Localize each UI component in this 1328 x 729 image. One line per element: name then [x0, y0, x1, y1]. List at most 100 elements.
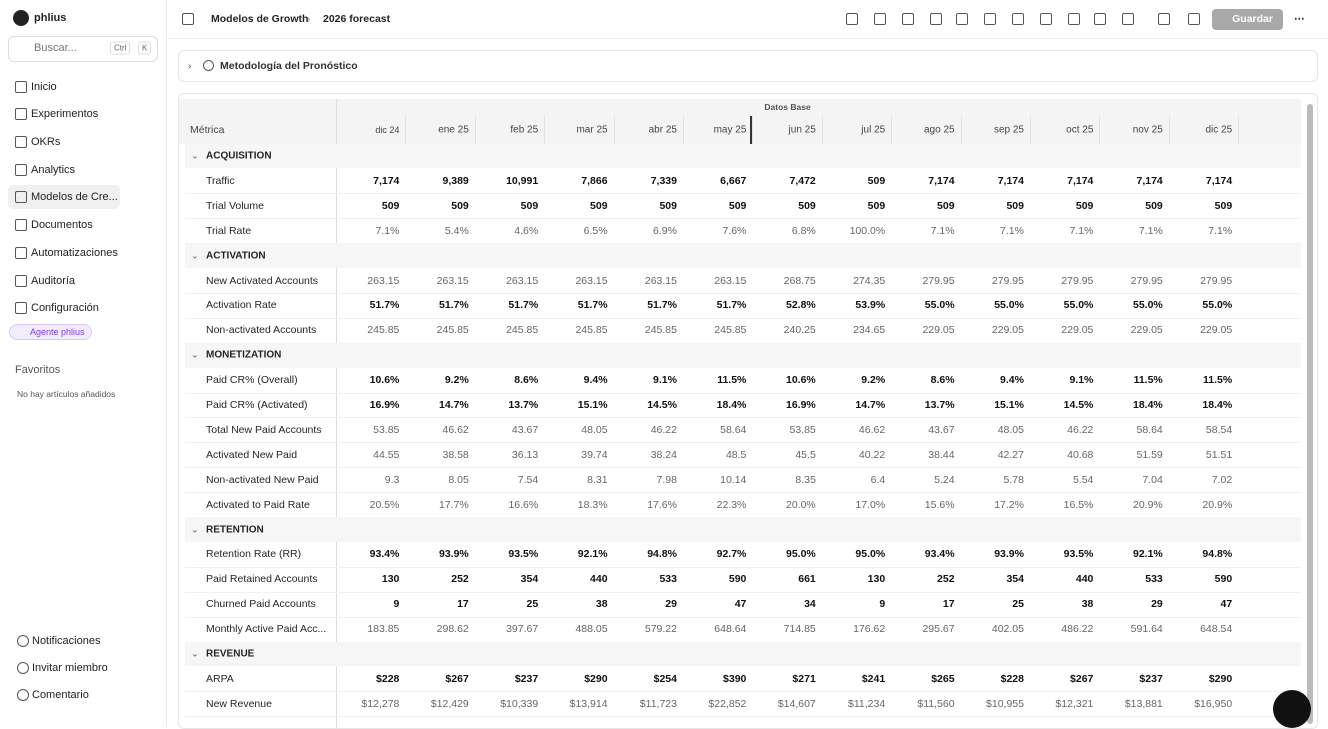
toolbar-button[interactable] [984, 13, 996, 25]
value-cell: 51.7% [508, 299, 539, 312]
value-cell: 7,866 [581, 174, 608, 187]
toolbar-button[interactable] [1068, 13, 1080, 25]
nav-item[interactable]: Configuración [31, 302, 99, 314]
toolbar-button[interactable] [846, 13, 858, 25]
nav-item[interactable]: Automatizaciones [31, 247, 118, 259]
value-cell: 402.05 [991, 623, 1024, 636]
value-cell: 51.7% [369, 299, 400, 312]
section-chevron[interactable]: ⌄ [191, 648, 199, 659]
section-chevron[interactable]: ⌄ [191, 349, 199, 360]
value-cell: 38 [1081, 598, 1094, 611]
toolbar-button[interactable] [1040, 13, 1052, 25]
value-cell: 240.25 [783, 324, 816, 337]
toolbar-button[interactable] [1122, 13, 1134, 25]
row-line [185, 492, 1301, 494]
nav-item[interactable]: Modelos de Cre... [31, 191, 118, 203]
value-cell: 51.7% [439, 299, 469, 312]
value-cell: 130 [867, 573, 886, 586]
row-label: Non-activated Accounts [206, 324, 317, 337]
footer-item[interactable]: Comentario [32, 689, 89, 701]
chat-button[interactable] [1273, 690, 1311, 728]
section-chevron[interactable]: ⌄ [191, 150, 199, 161]
toolbar-button[interactable] [874, 13, 886, 25]
row-line [185, 566, 1301, 568]
row-line [185, 193, 1301, 195]
footer-item[interactable]: Invitar miembro [32, 662, 108, 674]
toolbar-button[interactable] [1158, 13, 1170, 25]
methodology-panel[interactable]: › Metodología del Pronóstico [178, 50, 1318, 82]
header-band [179, 99, 1301, 144]
scrollbar[interactable] [1307, 104, 1313, 724]
toolbar-button[interactable] [902, 13, 914, 25]
value-cell: 36.13 [511, 448, 539, 461]
value-cell: $254 [653, 672, 677, 685]
save-button[interactable]: Guardar [1212, 9, 1283, 30]
toolbar-button[interactable] [1188, 13, 1200, 25]
value-cell: 7,174 [997, 174, 1024, 187]
sidebar-toggle[interactable] [182, 13, 194, 25]
nav-item[interactable]: Auditoría [31, 275, 76, 287]
value-cell: 7,174 [928, 174, 955, 187]
footer-item[interactable]: Notificaciones [32, 635, 101, 647]
value-cell: 58.64 [720, 423, 747, 436]
value-cell: 58.54 [1205, 423, 1233, 436]
value-cell: 7.1% [1138, 224, 1163, 237]
search-box[interactable] [8, 36, 158, 62]
breadcrumb-item[interactable]: 2026 forecast [323, 13, 391, 25]
value-cell: 509 [1006, 199, 1024, 212]
section-chevron[interactable]: ⌄ [191, 250, 199, 261]
value-cell: 5.4% [444, 224, 469, 237]
value-cell: $267 [1070, 672, 1094, 685]
value-cell: 17.2% [994, 498, 1024, 511]
toolbar-button[interactable] [930, 13, 942, 25]
row-line [185, 317, 1301, 319]
value-cell: 14.7% [855, 399, 886, 411]
nav-item[interactable]: OKRs [31, 136, 61, 148]
column-header: abr 25 [648, 124, 677, 136]
nav-icon [15, 108, 27, 120]
value-cell: $12,321 [1055, 697, 1094, 710]
value-cell: 6.8% [791, 224, 816, 237]
value-cell: 95.0% [855, 548, 886, 561]
value-cell: 263.15 [714, 274, 747, 287]
value-cell: 9.4% [583, 374, 608, 387]
logo [13, 10, 29, 26]
value-cell: 55.0% [1133, 299, 1163, 312]
column-header: sep 25 [993, 124, 1024, 136]
nav-icon [15, 136, 27, 148]
workspace-name[interactable]: phlius [34, 12, 67, 24]
breadcrumb-item[interactable]: Modelos de Growth [211, 13, 309, 25]
value-cell: 14.7% [439, 399, 469, 411]
value-cell: 9 [393, 598, 400, 611]
nav-item[interactable]: Experimentos [31, 108, 99, 120]
agent-badge[interactable]: Agente phlius [9, 324, 92, 340]
value-cell: 7.98 [656, 473, 677, 486]
value-cell: 10.6% [786, 374, 816, 387]
nav-item[interactable]: Documentos [31, 219, 93, 231]
value-cell: 14.5% [647, 399, 677, 411]
value-cell: 93.5% [1063, 548, 1094, 561]
metric-header: Métrica [190, 124, 225, 136]
value-cell: $228 [1000, 672, 1024, 685]
more-menu[interactable]: ⋯ [1294, 13, 1305, 25]
value-cell: 7.1% [1000, 224, 1024, 237]
column-header: oct 25 [1066, 124, 1094, 136]
toolbar-button[interactable] [1012, 13, 1024, 25]
value-cell: 38.24 [650, 448, 677, 461]
value-cell: 93.4% [924, 548, 955, 561]
toolbar-button[interactable] [956, 13, 968, 25]
value-cell: 5.78 [1003, 473, 1024, 486]
toolbar-button[interactable] [1094, 13, 1106, 25]
value-cell: 6.9% [653, 224, 677, 237]
nav-icon [15, 302, 27, 314]
value-cell: 7.54 [517, 473, 539, 486]
value-cell: 92.1% [577, 548, 608, 561]
nav-item[interactable]: Analytics [31, 164, 76, 176]
value-cell: $11,234 [848, 697, 886, 710]
nav-item[interactable]: Inicio [31, 81, 57, 93]
value-cell: 279.95 [1130, 274, 1163, 287]
value-cell: 93.4% [369, 548, 400, 561]
section-name: ACQUISITION [206, 150, 272, 162]
column-divider [1030, 116, 1031, 144]
section-chevron[interactable]: ⌄ [191, 524, 199, 534]
